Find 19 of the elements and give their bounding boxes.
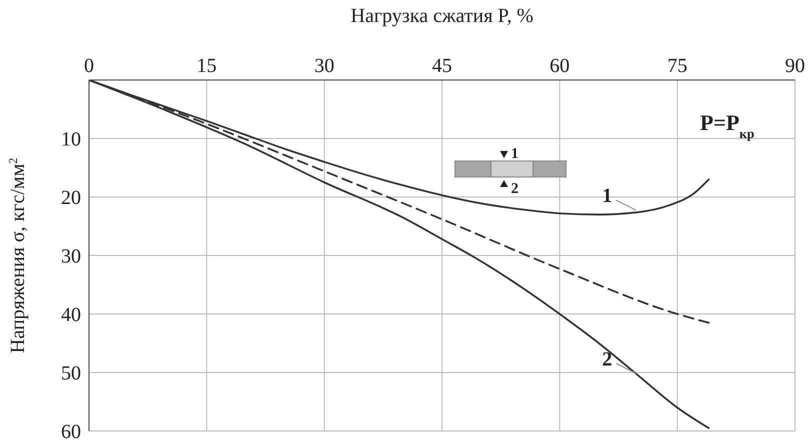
y-tick-label: 40 bbox=[61, 304, 81, 326]
annotation: 1 bbox=[602, 185, 612, 208]
y-tick-label: 30 bbox=[61, 246, 81, 268]
annotation: 2 bbox=[602, 348, 612, 370]
x-tick-label: 0 bbox=[84, 55, 94, 77]
x-axis-title: Нагрузка сжатия P, % bbox=[350, 5, 534, 27]
y-tick-label: 20 bbox=[61, 187, 81, 210]
y-tick-label: 10 bbox=[61, 128, 81, 151]
annotation: 2 bbox=[511, 181, 518, 197]
y-tick-label: 50 bbox=[61, 362, 81, 385]
x-tick-label: 15 bbox=[196, 55, 217, 77]
x-tick-label: 45 bbox=[432, 55, 452, 77]
annotation: P=P$_{кр}$ bbox=[700, 110, 754, 140]
x-tick-label: 75 bbox=[667, 55, 688, 77]
x-tick-label: 90 bbox=[785, 55, 805, 77]
annotation: 1 bbox=[511, 146, 518, 162]
x-tick-label: 60 bbox=[550, 55, 570, 77]
x-tick-label: 30 bbox=[314, 55, 334, 77]
y-tick-label: 60 bbox=[61, 421, 81, 443]
